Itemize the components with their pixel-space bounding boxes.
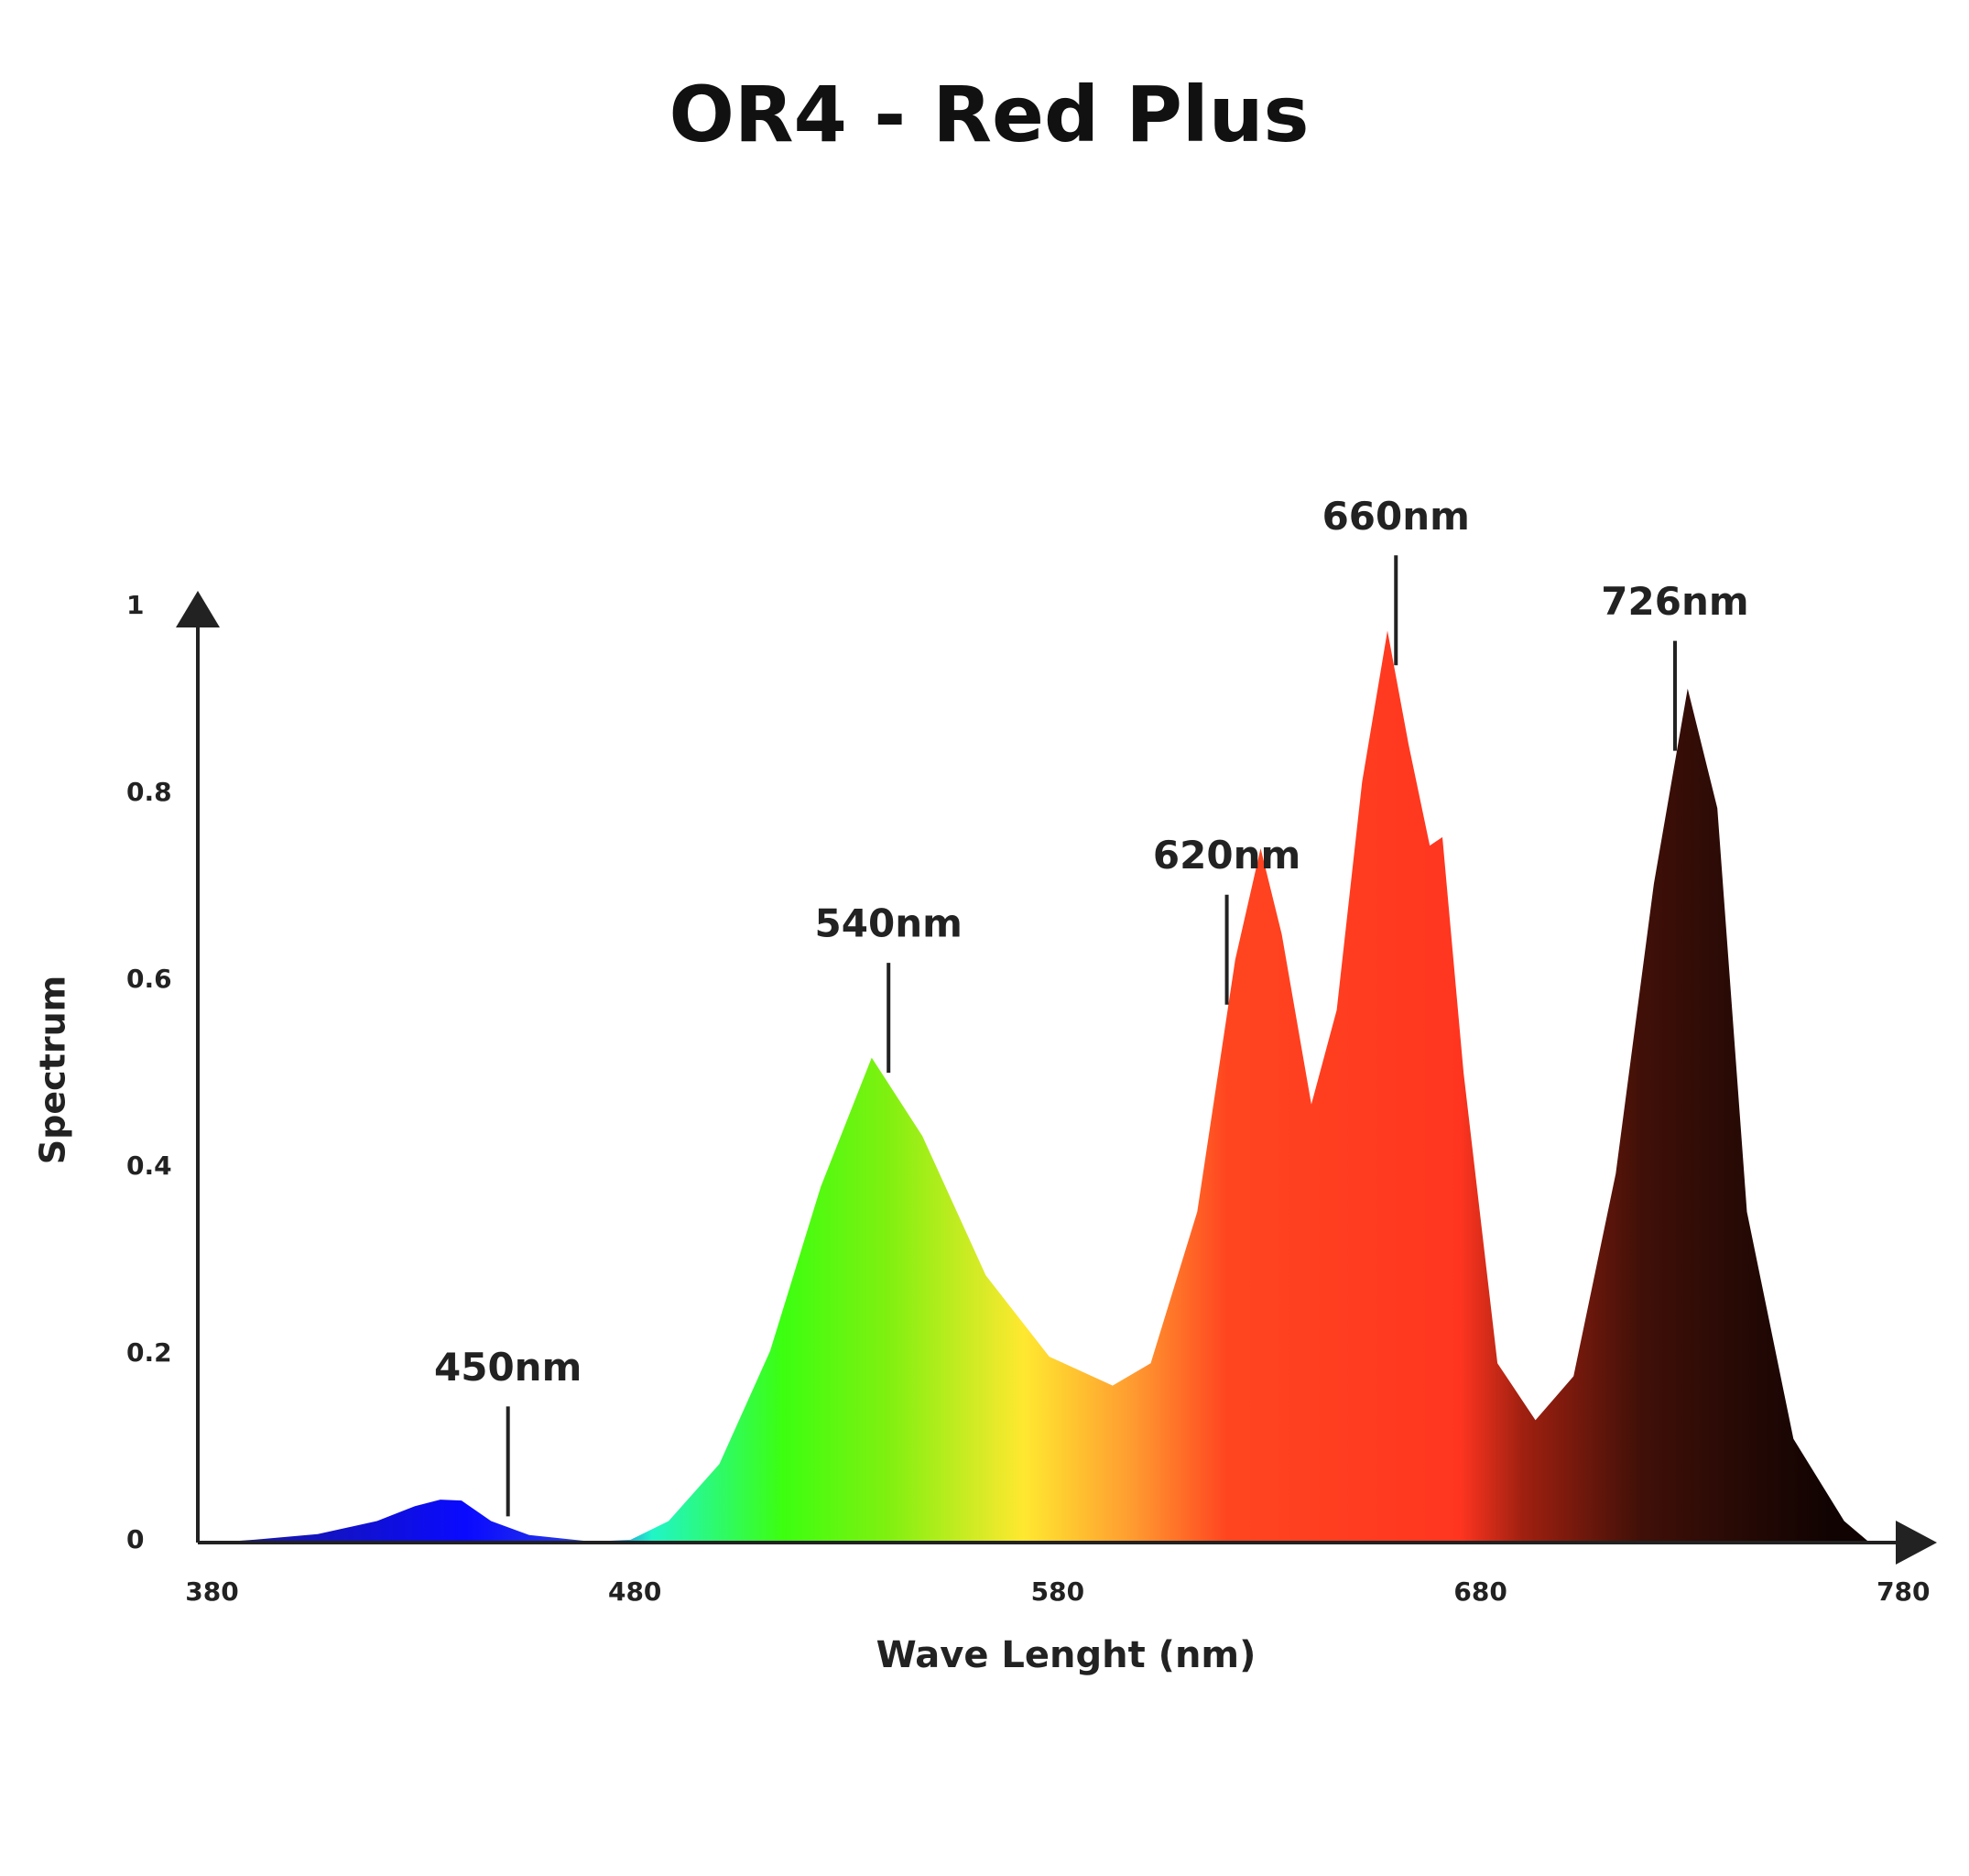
y-tick-label: 1 bbox=[126, 590, 144, 620]
annotation-label: 540nm bbox=[815, 901, 963, 946]
annotation-label: 450nm bbox=[434, 1345, 582, 1390]
spectrum-area bbox=[212, 630, 1870, 1543]
y-tick-label: 0.2 bbox=[126, 1337, 172, 1368]
x-tick-label: 680 bbox=[1453, 1576, 1507, 1607]
y-axis-label: Spectrum bbox=[33, 976, 73, 1164]
y-tick-label: 0 bbox=[126, 1524, 144, 1554]
y-tick-label: 0.4 bbox=[126, 1151, 172, 1181]
x-tick-label: 580 bbox=[1031, 1576, 1084, 1607]
y-axis-arrow bbox=[176, 591, 220, 627]
x-axis-arrow bbox=[1896, 1521, 1937, 1565]
x-axis-label: Wave Lenght (nm) bbox=[876, 1634, 1256, 1676]
y-tick-label: 0.8 bbox=[126, 777, 172, 807]
x-tick-label: 780 bbox=[1877, 1576, 1930, 1607]
x-tick-label: 480 bbox=[608, 1576, 661, 1607]
annotation-label: 726nm bbox=[1601, 579, 1748, 624]
x-tick-label: 380 bbox=[185, 1576, 238, 1607]
annotation-label: 620nm bbox=[1153, 833, 1300, 878]
chart-title: OR4 - Red Plus bbox=[669, 70, 1309, 159]
y-tick-label: 0.6 bbox=[126, 964, 172, 994]
annotation-label: 660nm bbox=[1322, 494, 1470, 539]
